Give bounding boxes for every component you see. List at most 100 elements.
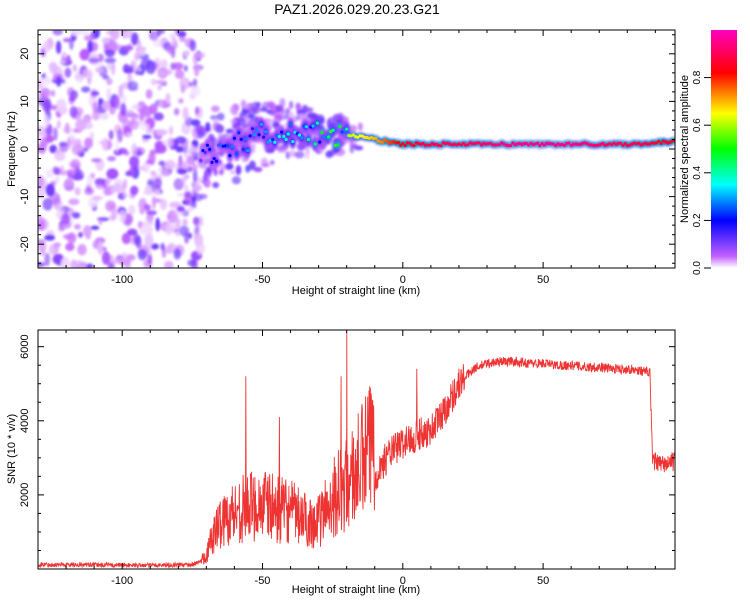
noise-blob: [139, 123, 150, 131]
cloud-blob: [203, 172, 208, 182]
cloud-blob: [231, 176, 241, 185]
noise-blob: [65, 242, 75, 252]
noise-blob: [45, 168, 54, 178]
ridge-core: [289, 122, 293, 126]
ridge-core: [264, 130, 268, 134]
noise-blob: [180, 160, 191, 170]
noise-blob: [166, 214, 173, 220]
noise-blob: [78, 231, 83, 238]
ridge-core: [466, 143, 470, 147]
ridge-core: [621, 143, 625, 147]
colorbar-tick-label: 0.0: [692, 261, 703, 275]
cloud-blob: [218, 169, 224, 176]
noise-blob: [125, 132, 134, 137]
snr-axes: -100 -50 0 50 2000 4000 6000: [19, 330, 675, 587]
noise-blob: [90, 91, 100, 96]
cloud-blob: [241, 107, 248, 117]
noise-blob: [160, 30, 165, 34]
cloud-blob: [270, 160, 275, 165]
top-y-tick-label: 20: [19, 48, 31, 60]
cloud-blob: [315, 149, 321, 154]
ridge-core: [347, 134, 351, 138]
cloud-blob: [271, 110, 281, 117]
ridge-core: [407, 141, 412, 145]
cloud-blob: [205, 181, 211, 188]
cloud-blob: [349, 145, 355, 154]
noise-blob: [66, 232, 77, 244]
cloud-blob: [190, 119, 201, 127]
noise-blob: [106, 168, 119, 180]
ridge-core: [235, 152, 239, 156]
noise-blob: [115, 139, 119, 153]
noise-blob: [123, 31, 132, 39]
ridge-core: [432, 142, 436, 147]
noise-blob: [86, 263, 94, 268]
noise-blob: [70, 259, 78, 268]
noise-blob: [153, 177, 162, 189]
noise-blob: [122, 192, 129, 198]
noise-blob: [155, 129, 168, 136]
noise-blob: [192, 168, 198, 183]
noise-blob: [81, 30, 89, 37]
noise-blob: [104, 57, 117, 64]
ridge-core: [524, 141, 528, 145]
noise-blob: [159, 198, 168, 211]
noise-blob: [175, 136, 187, 144]
noise-blob: [38, 214, 44, 224]
ridge-core: [506, 144, 510, 148]
ridge-core: [244, 137, 248, 141]
noise-blob: [178, 98, 184, 104]
cloud-blob: [253, 166, 263, 173]
noise-blob: [110, 185, 121, 193]
ridge-core: [205, 143, 210, 147]
noise-blob: [84, 137, 93, 149]
cloud-blob: [281, 115, 290, 120]
noise-blob: [147, 225, 153, 237]
noise-blob: [135, 70, 140, 75]
noise-blob: [193, 64, 200, 77]
noise-blob: [155, 144, 167, 154]
noise-blob: [101, 251, 111, 265]
noise-blob: [164, 260, 174, 268]
noise-blob: [126, 254, 136, 261]
ridge-core: [351, 133, 355, 137]
ridge-core: [363, 135, 367, 139]
noise-blob: [150, 243, 159, 250]
noise-blob: [83, 118, 91, 124]
noise-blob: [123, 45, 134, 51]
noise-blob: [69, 106, 78, 118]
top-y-tick-label: -10: [19, 189, 31, 205]
noise-blob: [131, 104, 140, 110]
ridge-core: [372, 136, 376, 141]
ridge-core: [201, 148, 205, 153]
ridge-core: [212, 157, 216, 161]
noise-blob: [66, 54, 71, 65]
cloud-blob: [288, 111, 295, 118]
noise-blob: [130, 32, 139, 46]
noise-blob: [45, 135, 54, 143]
noise-blob: [185, 197, 190, 207]
noise-blob: [74, 187, 81, 196]
cloud-blob: [229, 106, 237, 115]
noise-blob: [192, 52, 198, 65]
noise-blob: [158, 100, 165, 107]
noise-blob: [177, 192, 186, 197]
noise-blob: [58, 141, 69, 147]
noise-blob: [188, 232, 193, 239]
colorbar-tick-label: 0.2: [692, 213, 703, 227]
noise-blob: [149, 103, 158, 115]
noise-blob: [181, 176, 187, 185]
ridge-core: [273, 140, 277, 144]
noise-blob: [160, 242, 165, 251]
noise-blob: [64, 67, 72, 78]
noise-blob: [157, 167, 163, 172]
cloud-blob: [275, 104, 284, 113]
snr-frame: [37, 329, 676, 570]
noise-blob: [137, 249, 148, 261]
noise-blob: [44, 234, 56, 241]
noise-blob: [49, 104, 58, 111]
ridge-core: [291, 140, 295, 144]
noise-blob: [77, 244, 87, 256]
top-x-tick-label: 0: [400, 274, 406, 286]
ridge-core: [210, 160, 214, 164]
